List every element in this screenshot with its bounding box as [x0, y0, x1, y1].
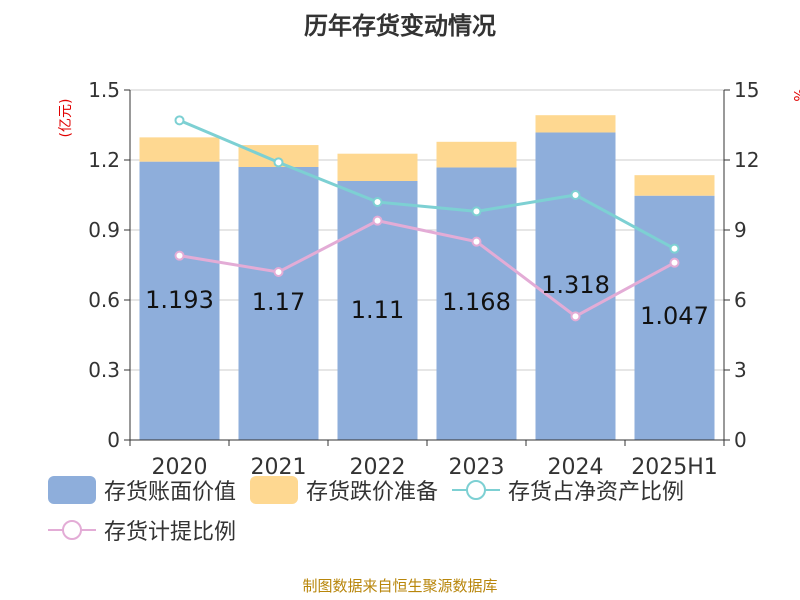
legend-label-ratio-net-assets: 存货占净资产比例: [508, 480, 685, 505]
legend-label-reserve: 存货跌价准备: [306, 480, 439, 505]
y-left-axis-label: (亿元): [58, 99, 74, 138]
legend-item-reserve[interactable]: 存货跌价准备: [250, 474, 438, 506]
y-left-tick-label: 0.6: [88, 288, 120, 312]
bar-reserve: [535, 115, 616, 133]
legend-item-provision-ratio[interactable]: 存货计提比例: [48, 514, 236, 546]
data-label-book-value: 1.168: [442, 288, 511, 316]
y-right-tick-label: 9: [734, 218, 747, 242]
x-tick-label: 2022: [350, 455, 406, 480]
bar-book-value: [535, 132, 616, 440]
x-tick-label: 2023: [449, 455, 505, 480]
legend-row-1: 存货账面价值 存货跌价准备 存货占净资产比例: [48, 470, 788, 510]
bar-book-value: [238, 167, 319, 440]
legend-swatch-reserve: [250, 476, 299, 504]
provision-ratio-point: [570, 311, 581, 322]
data-label-book-value: 1.11: [351, 296, 404, 324]
legend-swatch-ratio-net-assets: [452, 480, 501, 500]
bar-reserve: [337, 153, 418, 181]
data-label-book-value: 1.047: [640, 302, 709, 330]
legend-row-2: 存货计提比例: [48, 510, 788, 550]
ratio-net-assets-point: [570, 190, 581, 200]
bar-reserve: [634, 175, 715, 196]
y-right-axis-label: %: [790, 88, 800, 101]
legend-label-book-value: 存货账面价值: [104, 480, 237, 505]
provision-ratio-point: [471, 236, 482, 247]
y-right-tick-label: 3: [734, 358, 747, 382]
bar-reserve: [436, 141, 517, 168]
legend: 存货账面价值 存货跌价准备 存货占净资产比例 存货计提比例: [48, 470, 788, 550]
legend-swatch-provision-ratio: [48, 520, 96, 540]
provision-ratio-point: [174, 250, 185, 261]
chart-title: 历年存货变动情况: [304, 12, 496, 40]
x-tick-label: 2021: [251, 455, 307, 480]
y-right-tick-label: 0: [734, 428, 747, 452]
y-left-tick-label: 1.2: [88, 148, 120, 172]
y-right-tick-label: 15: [734, 78, 759, 102]
x-tick-label: 2025H1: [631, 455, 718, 480]
provision-ratio-point: [372, 215, 383, 226]
data-label-book-value: 1.17: [252, 288, 305, 316]
legend-label-provision-ratio: 存货计提比例: [104, 520, 237, 545]
bar-book-value: [634, 195, 715, 440]
bar-book-value: [139, 161, 220, 440]
ratio-net-assets-point: [372, 197, 383, 207]
x-tick-label: 2024: [548, 455, 604, 480]
data-label-book-value: 1.193: [145, 286, 214, 314]
legend-item-book-value[interactable]: 存货账面价值: [48, 474, 236, 506]
bar-reserve: [139, 137, 220, 162]
x-tick-label: 2020: [152, 455, 208, 480]
y-right-tick-label: 12: [734, 148, 759, 172]
data-label-book-value: 1.318: [541, 271, 610, 299]
legend-item-ratio-net-assets[interactable]: 存货占净资产比例: [452, 474, 684, 506]
ratio-net-assets-point: [669, 243, 680, 254]
ratio-net-assets-line: [178, 118, 676, 250]
ratio-net-assets-point: [273, 157, 284, 168]
provision-ratio-point: [273, 267, 284, 277]
y-left-tick-label: 1.5: [88, 78, 120, 102]
bar-reserve: [238, 145, 319, 167]
source-note: 制图数据来自恒生聚源数据库: [302, 577, 498, 595]
provision-ratio-line: [179, 219, 676, 319]
ratio-net-assets-point: [174, 115, 185, 126]
y-left-tick-label: 0.9: [88, 218, 120, 242]
ratio-net-assets-point: [471, 206, 482, 217]
y-right-tick-label: 6: [734, 288, 747, 312]
provision-ratio-point: [669, 257, 680, 268]
y-left-tick-label: 0: [107, 428, 120, 452]
legend-swatch-book-value: [48, 476, 96, 504]
y-left-tick-label: 0.3: [88, 358, 120, 382]
